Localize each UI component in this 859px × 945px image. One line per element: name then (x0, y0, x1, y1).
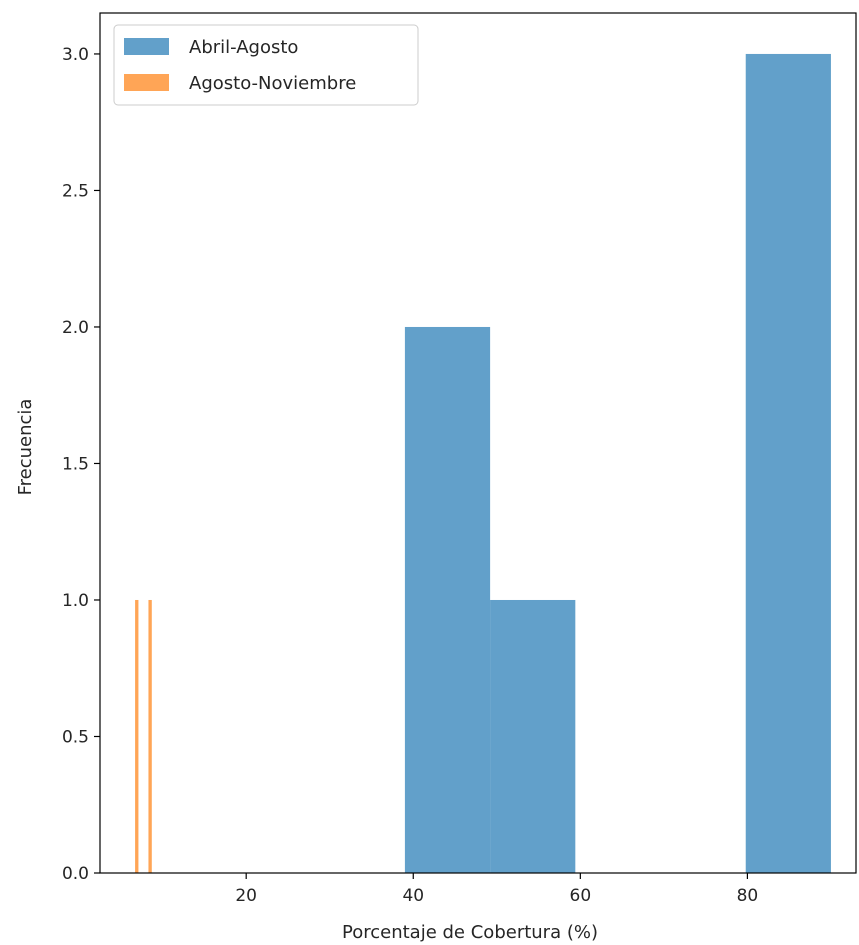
bars-layer (135, 53, 831, 873)
plot-frame (99, 12, 857, 874)
legend-label-0: Abril-Agosto (189, 37, 298, 58)
bar-series-0-bin-1 (490, 599, 576, 873)
y-tick-label-4: 2.0 (62, 318, 89, 338)
bar-series-0-bin-0 (404, 326, 491, 873)
legend-label-1: Agosto-Noviembre (189, 73, 356, 94)
y-tick-label-3: 1.5 (62, 454, 89, 474)
x-tick-label-0: 20 (235, 886, 257, 906)
bar-series-1-bin-2 (148, 599, 152, 873)
x-axis-label: Porcentaje de Cobertura (%) (342, 922, 598, 943)
legend-swatch-1 (124, 74, 169, 91)
y-tick-label-2: 1.0 (62, 591, 89, 611)
legend: Abril-Agosto Agosto-Noviembre (113, 24, 419, 106)
y-axis-label: Frecuencia (15, 399, 36, 496)
legend-swatch-0 (124, 38, 169, 55)
bar-series-0-bin-4 (745, 53, 831, 873)
x-tick-label-1: 40 (402, 886, 424, 906)
axes-layer: 20 40 60 80 0.0 0.5 1.0 1.5 2.0 2.5 3.0 (62, 12, 857, 906)
y-tick-label-1: 0.5 (62, 727, 89, 747)
legend-frame (113, 24, 419, 106)
y-tick-label-5: 2.5 (62, 181, 89, 201)
bar-series-1-bin-0 (135, 599, 139, 873)
y-tick-label-6: 3.0 (62, 45, 89, 65)
x-tick-label-2: 60 (570, 886, 592, 906)
y-tick-label-0: 0.0 (62, 864, 89, 884)
x-tick-label-3: 80 (737, 886, 759, 906)
